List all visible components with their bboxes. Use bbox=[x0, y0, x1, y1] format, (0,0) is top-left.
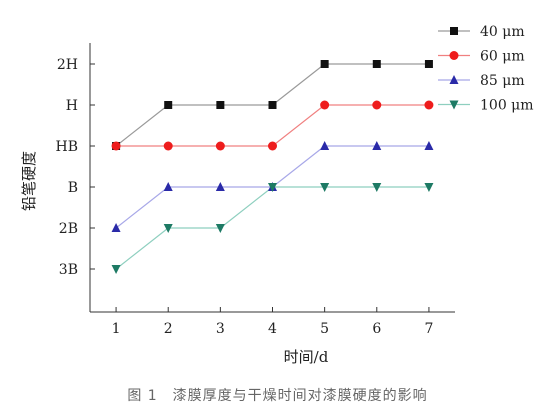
series-markers bbox=[111, 60, 434, 274]
data-point bbox=[320, 141, 330, 150]
x-tick-label: 4 bbox=[268, 321, 277, 337]
data-point bbox=[424, 60, 433, 68]
data-point bbox=[372, 100, 382, 110]
data-point bbox=[424, 141, 434, 150]
data-point bbox=[268, 141, 277, 151]
x-axis-label: 时间/d bbox=[284, 348, 329, 366]
legend-label: 40 μm bbox=[480, 24, 525, 40]
legend-marker bbox=[449, 100, 459, 110]
series-line bbox=[115, 186, 429, 270]
data-point bbox=[268, 101, 277, 109]
legend-label: 100 μm bbox=[480, 98, 534, 114]
legend: 40 μm 60 μm 85 μm 100 μm bbox=[438, 24, 534, 114]
data-point bbox=[372, 60, 381, 68]
x-tick-label: 2 bbox=[164, 321, 173, 337]
data-point bbox=[372, 141, 382, 150]
legend-marker bbox=[449, 75, 459, 84]
data-point bbox=[111, 141, 121, 151]
legend-marker bbox=[450, 27, 458, 35]
data-point bbox=[163, 141, 173, 151]
legend-item: 60 μm bbox=[438, 49, 525, 65]
legend-marker bbox=[449, 51, 459, 60]
data-point bbox=[215, 182, 225, 191]
data-point bbox=[215, 141, 225, 151]
y-tick-label: B bbox=[68, 180, 78, 196]
data-point bbox=[320, 100, 330, 110]
y-axis-label: 铅笔硬度 bbox=[20, 151, 38, 211]
y-tick-label: HB bbox=[56, 139, 79, 155]
y-tick-label: 2H bbox=[57, 57, 78, 73]
x-tick-label: 1 bbox=[112, 321, 121, 337]
data-point bbox=[320, 60, 329, 68]
data-point bbox=[268, 183, 277, 192]
legend-label: 85 μm bbox=[480, 73, 525, 89]
legend-item: 40 μm bbox=[438, 24, 525, 40]
x-tick-label: 7 bbox=[424, 321, 433, 337]
data-point bbox=[216, 101, 225, 109]
data-point bbox=[164, 101, 173, 109]
axes: 3B 2B B HB H 2H 1 2 3 4 5 6 7 bbox=[56, 43, 455, 337]
data-point bbox=[215, 224, 225, 233]
figure-caption: 图 1 漆膜厚度与干燥时间对漆膜硬度的影响 bbox=[127, 388, 428, 404]
series-line bbox=[116, 104, 429, 147]
series-lines bbox=[115, 63, 429, 270]
legend-item: 100 μm bbox=[438, 98, 534, 114]
data-point bbox=[163, 182, 173, 191]
data-point bbox=[372, 183, 382, 192]
legend-item: 85 μm bbox=[438, 73, 525, 89]
y-tick-label: 3B bbox=[59, 262, 78, 278]
y-tick-label: 2B bbox=[59, 221, 78, 237]
data-point bbox=[163, 224, 173, 233]
y-tick-label: H bbox=[66, 98, 78, 114]
data-point bbox=[111, 223, 121, 232]
data-point bbox=[424, 183, 434, 192]
data-point bbox=[320, 183, 330, 192]
x-tick-label: 5 bbox=[320, 321, 329, 337]
data-point bbox=[111, 265, 121, 274]
x-tick-label: 3 bbox=[216, 321, 225, 337]
legend-label: 60 μm bbox=[480, 49, 525, 65]
data-point bbox=[424, 100, 434, 110]
x-tick-label: 6 bbox=[372, 321, 381, 337]
